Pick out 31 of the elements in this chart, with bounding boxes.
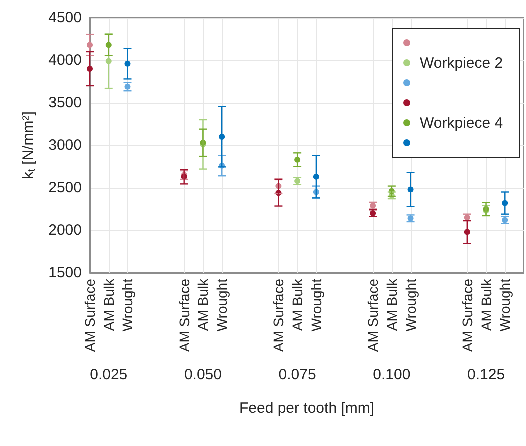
- x-tick-label: AM Bulk: [100, 278, 117, 332]
- x-tick-label: AM Surface: [459, 278, 476, 352]
- legend-label: Workpiece 4: [420, 114, 504, 132]
- y-tick-label: 4500: [48, 10, 82, 26]
- x-tick-label: Wrought: [497, 278, 514, 332]
- legend-label: Workpiece 2: [420, 54, 504, 72]
- x-tick-label: Wrought: [120, 278, 136, 332]
- y-tick-label: 3500: [48, 94, 82, 112]
- x-tick-label: AM Surface: [176, 278, 192, 352]
- y-tick-label: 2000: [48, 222, 82, 239]
- y-tick-label: 1500: [48, 264, 82, 282]
- x-tick-label: AM Surface: [270, 278, 287, 352]
- y-tick-label: 3000: [48, 137, 82, 154]
- x-tick-label: Wrought: [308, 278, 324, 332]
- text: 0.025: [90, 366, 128, 384]
- text: 0.125: [467, 366, 506, 384]
- x-tick-label: AM Bulk: [290, 278, 306, 332]
- x-tick-label: AM Bulk: [478, 278, 494, 332]
- y-tick-label: 4000: [48, 52, 82, 69]
- x-axis-title: Feed per tooth [mm]: [239, 400, 375, 417]
- text: 0.075: [278, 366, 316, 384]
- x-tick-label: AM Surface: [82, 278, 98, 352]
- x-tick-label: AM Surface: [365, 278, 382, 352]
- y-axis-title: kt [N/mm²]: [20, 112, 38, 180]
- text: 0.100: [373, 366, 411, 384]
- x-tick-label: Wrought: [402, 278, 419, 332]
- x-tick-label: AM Bulk: [384, 278, 400, 332]
- y-tick-label: 2500: [48, 180, 82, 196]
- x-tick-label: Wrought: [214, 278, 230, 332]
- text: 0.050: [184, 366, 222, 384]
- x-tick-label: AM Bulk: [195, 278, 212, 332]
